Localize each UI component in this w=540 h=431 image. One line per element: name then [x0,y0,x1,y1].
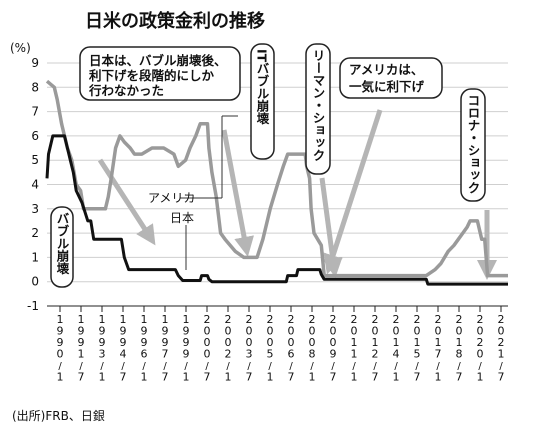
x-tick-label: 2 0 0 8/1 [309,313,316,384]
annotation-us-cut: アメリカは、 一気に利下げ [339,57,443,99]
x-tick-label: 1 9 9 1/7 [78,313,85,384]
x-tick-label: 2 0 1 4/1 [393,313,400,384]
annotation-japan-gradual: 日本は、バブル崩壊後、 利下げを段階的にしか 行わなかった [79,46,241,101]
x-tick-label: 2 0 1 2/7 [372,313,379,384]
x-tick-label: 2 0 1 5/7 [414,313,421,384]
annotation-line-1: アメリカは、 [349,62,423,77]
series-line-us [45,79,508,278]
x-tick-label: 2 0 1 1/1 [351,313,358,384]
y-tick-label: 7 [31,105,39,119]
annotation-line-1: 日本は、バブル崩壊後、 [89,53,227,68]
y-tick-label: 2 [31,226,39,240]
series-label-japan-text: 日本 [170,211,194,225]
event-label-text: リーマン・ショック [311,49,326,162]
event-label-box [460,88,486,202]
x-tick-label: 2 0 0 0/7 [204,313,211,384]
source-note: (出所)FRB、日銀 [12,409,105,423]
x-tick-label: 2 0 1 7/1 [435,313,442,384]
series-layer [45,79,508,286]
arrow-it-bubble [221,129,254,257]
y-tick-label: -1 [27,299,39,313]
x-tick-label: 1 9 9 0/1 [57,313,64,384]
annotation-line-2: 一気に利下げ [349,79,425,94]
x-tick-label: 1 9 9 6/1 [141,313,148,384]
event-label-bubble: バブル崩壊 [50,206,74,288]
x-tick-label: 1 9 9 3/1 [99,313,106,384]
annotation-line-2: 利下げを段階的にしか [89,68,215,83]
y-tick-labels: -1 0 1 2 3 4 5 6 7 8 9 [27,56,39,313]
arrow-japan-gradual [97,158,156,246]
series-label-us: アメリカ [148,115,238,205]
x-tick-label: 2 0 1 8/7 [456,313,463,384]
event-label-corona: コロナ・ショック [460,88,486,202]
event-label-text: バブル崩壊 [55,212,70,275]
x-tick-label: 2 0 0 5/1 [267,313,274,384]
y-tick-label: 1 [31,250,39,264]
series-label-japan: 日本 [170,211,194,270]
x-axis: 1 9 9 0/1 1 9 9 1/7 1 9 9 3/1 1 9 9 4/7 1 9 9 6/1 1 9 9 7/7 1 9 9 9… [47,305,508,384]
event-label-lehman: リーマン・ショック [305,43,331,175]
event-arrows [97,109,497,280]
annotation-box [339,57,443,99]
event-label-it-bubble: ITバブル崩壊 [250,43,275,160]
series-label-us-text: アメリカ [148,191,195,205]
y-tick-label: 9 [31,56,39,70]
x-tick-label: 1 9 9 4/7 [120,313,127,384]
arrow-us-cut [323,109,383,275]
x-tick-label: 2 0 2 1/7 [498,313,505,384]
event-label-text: コロナ・ショック [466,94,481,194]
event-label-text: ITバブル崩壊 [255,49,270,125]
x-tick-label: 2 0 0 3/7 [246,313,253,384]
event-label-box [50,206,74,288]
x-tick-label: 2 0 2 0/1 [477,313,484,384]
event-label-box [305,43,331,175]
y-tick-label: 4 [31,178,39,192]
y-tick-label: 8 [31,80,39,94]
series-line-japan [45,134,508,286]
y-tick-label: 6 [31,129,39,143]
event-label-box [250,43,275,160]
x-tick-label: 2 0 0 9/7 [330,313,337,384]
x-tick-label: 2 0 0 6/7 [288,313,295,384]
y-tick-label: 5 [31,153,39,167]
y-axis-label: (%) [10,41,31,55]
annotation-box [79,46,241,101]
annotation-line-3: 行わなかった [88,83,164,98]
chart-title: 日米の政策金利の推移 [85,10,265,32]
y-tick-label: 0 [31,275,39,289]
x-tick-label: 1 9 9 7/7 [162,313,169,384]
y-tick-label: 3 [31,202,39,216]
x-tick-label: 1 9 9 9/1 [183,313,190,384]
x-tick-label: 2 0 0 2/1 [225,313,232,384]
